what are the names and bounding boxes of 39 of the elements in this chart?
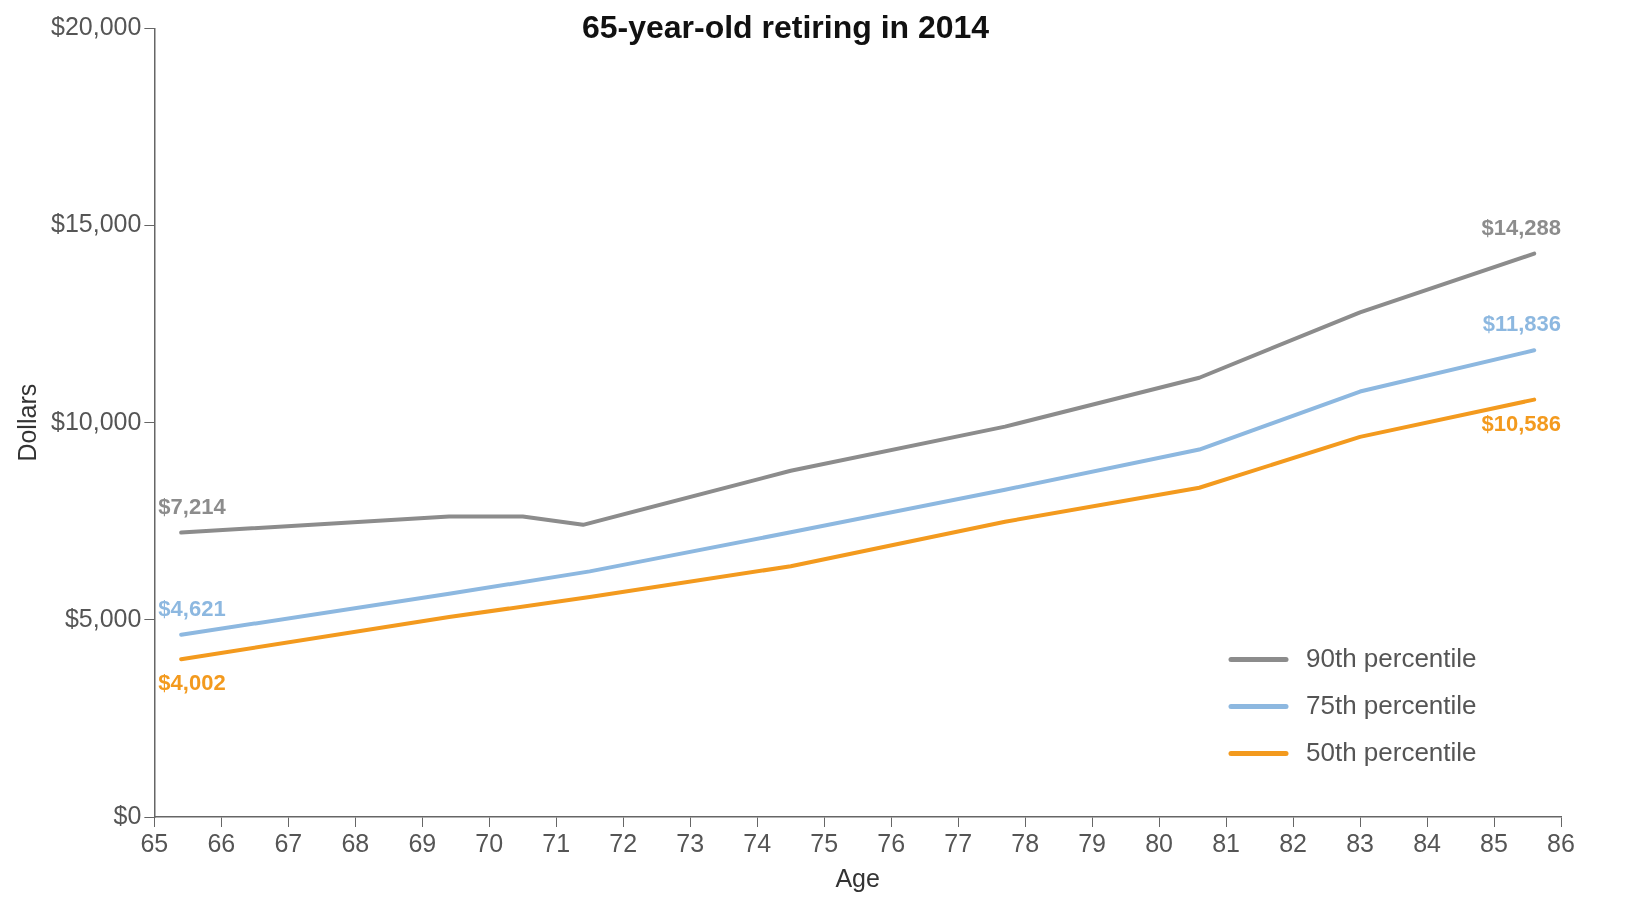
x-tick-label: 73 <box>676 828 705 857</box>
y-axis-title: Dollars <box>12 383 41 462</box>
x-tick-label: 72 <box>609 828 638 857</box>
x-tick-label: 79 <box>1078 828 1107 857</box>
x-tick-label: 74 <box>743 828 772 857</box>
x-tick-label: 84 <box>1413 828 1442 857</box>
legend-label: 50th percentile <box>1306 736 1477 767</box>
y-tick-label: $10,000 <box>50 406 142 435</box>
x-tick-label: 66 <box>207 828 236 857</box>
x-tick-label: 78 <box>1011 828 1040 857</box>
data-label: $4,002 <box>158 670 226 696</box>
x-tick-label: 83 <box>1346 828 1374 857</box>
x-tick-label: 81 <box>1212 828 1240 857</box>
data-label: $4,621 <box>158 595 226 621</box>
y-tick-label: $15,000 <box>50 209 142 238</box>
x-tick-label: 68 <box>341 828 370 857</box>
data-label: $10,586 <box>1481 410 1561 436</box>
chart-title: 65-year-old retiring in 2014 <box>581 9 990 46</box>
x-tick-label: 80 <box>1145 828 1174 857</box>
x-tick-label: 82 <box>1279 828 1307 857</box>
x-axis-title: Age <box>835 863 880 892</box>
x-tick-label: 77 <box>944 828 973 857</box>
data-label: $14,288 <box>1481 214 1561 240</box>
x-tick-label: 76 <box>877 828 906 857</box>
y-tick-label: $5,000 <box>64 603 142 632</box>
data-label: $11,836 <box>1482 311 1561 337</box>
x-tick-label: 65 <box>140 828 169 857</box>
x-tick-label: 75 <box>810 828 839 857</box>
y-tick-label: $0 <box>113 800 142 829</box>
y-tick-label: $20,000 <box>50 12 142 41</box>
legend-label: 75th percentile <box>1306 689 1477 720</box>
data-label: $7,214 <box>158 493 227 519</box>
x-tick-label: 70 <box>475 828 504 857</box>
x-tick-label: 69 <box>408 828 437 857</box>
x-tick-label: 71 <box>542 828 571 857</box>
x-tick-label: 67 <box>274 828 303 857</box>
x-tick-label: 86 <box>1547 828 1575 857</box>
x-tick-label: 85 <box>1480 828 1508 857</box>
legend-label: 90th percentile <box>1306 642 1477 673</box>
